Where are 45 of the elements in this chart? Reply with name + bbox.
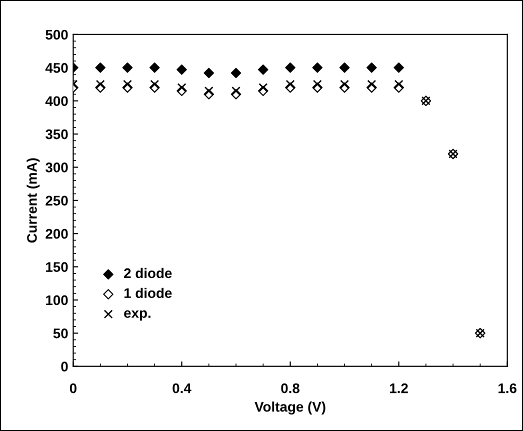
point (150, 80, 160, 89)
point (230, 68, 242, 78)
point (122, 80, 132, 89)
x-tick-label: 0.8 (281, 383, 300, 394)
legend-label: 2 diode (124, 268, 172, 278)
point (149, 62, 160, 73)
x-axis-title: Voltage (V) (254, 402, 326, 415)
x-tick-label: 0 (70, 383, 77, 394)
point (394, 62, 404, 73)
x-tick-label: 0.4 (172, 383, 192, 394)
point (340, 80, 350, 89)
y-tick-label: 50 (53, 328, 68, 338)
point (204, 86, 214, 96)
y-tick-label: 350 (46, 129, 68, 140)
y-tick-label: 500 (46, 30, 68, 40)
point (96, 80, 105, 89)
point (366, 62, 377, 73)
y-tick-label: 150 (46, 262, 68, 272)
y-tick-label: 250 (46, 196, 68, 206)
legend-label: 1 diode (124, 288, 172, 298)
point (232, 86, 241, 96)
point (122, 62, 133, 73)
x-tick-label: 1.6 (498, 383, 516, 394)
point (339, 62, 350, 73)
point (312, 80, 322, 89)
point (394, 80, 404, 89)
legend-label: exp. (124, 310, 150, 321)
point (177, 83, 186, 92)
point (258, 64, 268, 75)
point (285, 62, 296, 73)
y-tick-label: 200 (46, 228, 68, 239)
point (286, 80, 295, 89)
point (95, 62, 106, 73)
y-axis-title: Current (mA) (26, 158, 40, 243)
y-tick-label: 300 (46, 162, 68, 172)
y-tick-label: 100 (46, 295, 68, 306)
x-tick-label: 1.2 (390, 383, 408, 394)
y-tick-label: 400 (45, 96, 68, 106)
point (258, 83, 268, 92)
point (176, 64, 187, 75)
y-tick-label: 450 (45, 63, 68, 73)
point (204, 68, 214, 78)
y-tick-label: 0 (61, 362, 68, 372)
point (312, 62, 323, 73)
point (367, 80, 376, 89)
